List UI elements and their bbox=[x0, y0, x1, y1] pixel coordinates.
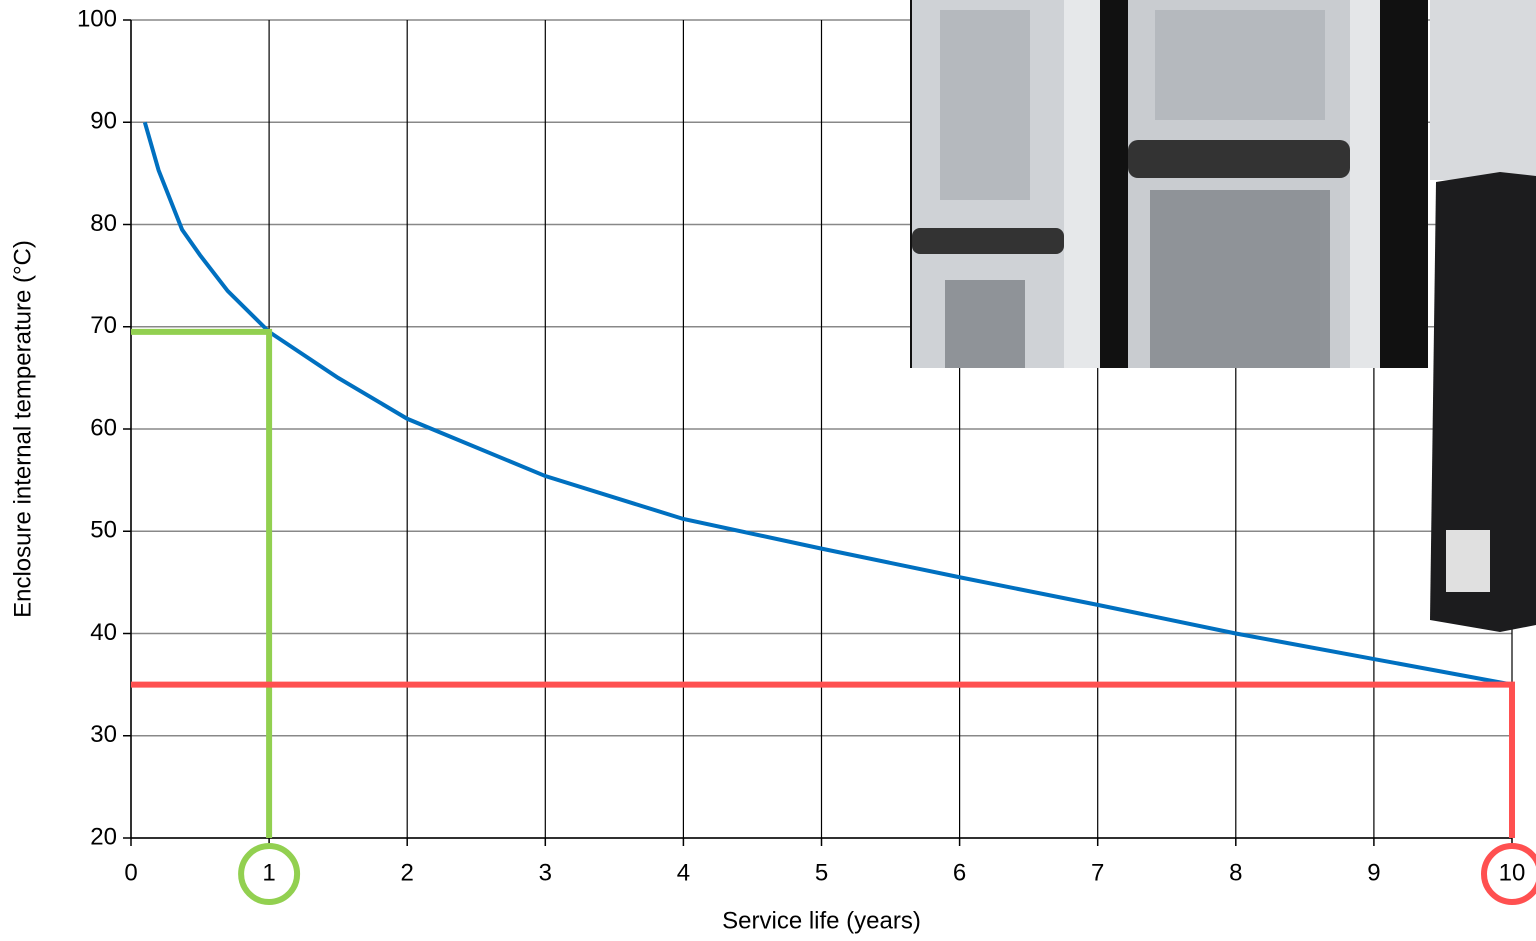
x-axis-label: Service life (years) bbox=[722, 907, 921, 934]
highlight-circle bbox=[1481, 843, 1536, 905]
x-tick-label: 1 bbox=[262, 859, 275, 886]
cooling-unit-side bbox=[1350, 0, 1380, 368]
x-tick-label: 0 bbox=[124, 859, 137, 886]
highlight-line bbox=[131, 328, 273, 838]
cooling-unit-photo bbox=[1430, 0, 1536, 180]
vent-grille bbox=[945, 280, 1025, 368]
x-tick-label: 2 bbox=[401, 859, 414, 886]
y-tick-label: 20 bbox=[90, 823, 117, 850]
display-band bbox=[912, 228, 1064, 254]
y-tick-label: 80 bbox=[90, 210, 117, 237]
rittal-logo bbox=[1446, 530, 1490, 592]
y-tick-label: 100 bbox=[77, 5, 117, 32]
y-tick-label: 30 bbox=[90, 721, 117, 748]
x-tick-label: 3 bbox=[539, 859, 552, 886]
x-tick-label: 6 bbox=[953, 859, 966, 886]
x-tick-label: 10 bbox=[1499, 859, 1526, 886]
x-tick-label: 5 bbox=[815, 859, 828, 886]
vent-grille bbox=[1155, 10, 1325, 120]
y-axis-label: Enclosure internal temperature (°C) bbox=[9, 240, 36, 618]
x-tick-label: 4 bbox=[677, 859, 690, 886]
y-tick-label: 40 bbox=[90, 619, 117, 646]
highlight-line bbox=[131, 681, 1515, 838]
vent-grille bbox=[940, 10, 1030, 200]
data-line bbox=[142, 121, 1513, 687]
y-tick-label: 70 bbox=[90, 312, 117, 339]
vent-grille bbox=[1150, 190, 1330, 368]
product-photos bbox=[910, 0, 1536, 632]
x-tick-label: 9 bbox=[1367, 859, 1380, 886]
y-tick-label: 50 bbox=[90, 517, 117, 544]
display-band bbox=[1128, 140, 1350, 178]
y-tick-label: 60 bbox=[90, 414, 117, 441]
highlight-circle bbox=[238, 843, 301, 905]
x-tick-label: 7 bbox=[1091, 859, 1104, 886]
y-tick-label: 90 bbox=[90, 108, 117, 135]
controller-photo bbox=[1430, 172, 1536, 632]
x-tick-label: 8 bbox=[1229, 859, 1242, 886]
cooling-unit-side bbox=[1064, 0, 1100, 368]
